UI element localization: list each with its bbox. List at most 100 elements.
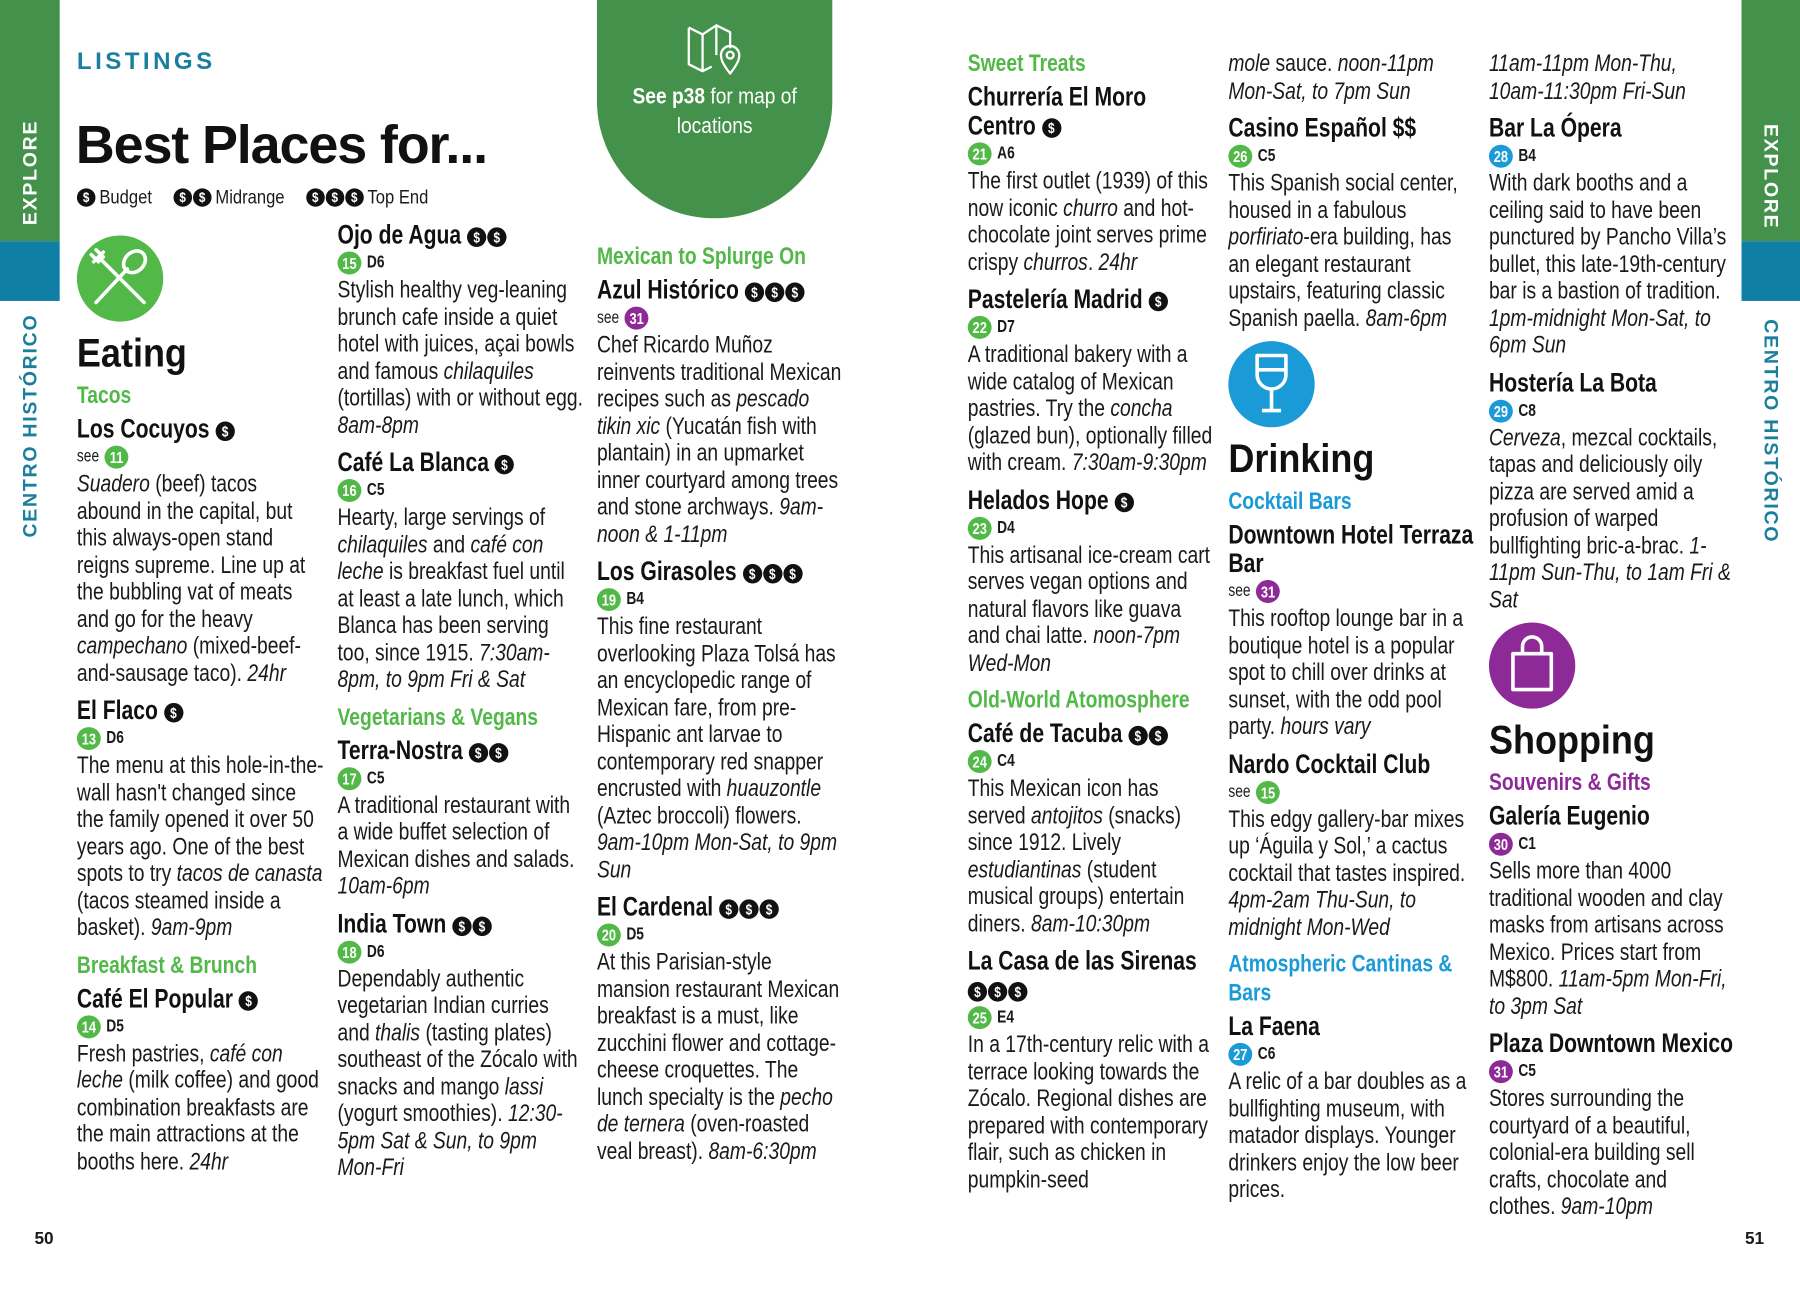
description-text: -era building, has an elegant restaurant… [1228,223,1452,332]
map-pin-number[interactable]: 31 [624,306,649,330]
map-pin-number[interactable]: 25 [967,1006,992,1030]
map-pin-number[interactable]: 16 [337,479,362,502]
map-pin-number[interactable]: 15 [1256,780,1280,804]
description-text: This edgy gallery-bar mixes up ‘Águila y… [1228,805,1466,887]
description-italic: estudiantinas [967,856,1082,883]
column-5: mole sauce. noon-11pm Mon-Sat, to 7pm Su… [1228,51,1475,1213]
listing-map-ref: 27 C6 [1228,1041,1475,1069]
map-pin-number[interactable]: 20 [596,923,621,947]
right-side-tab: EXPLORE CENTRO HISTÓRICO [1741,0,1800,1299]
description-text: Sells more than 4000 traditional wooden … [1488,858,1724,993]
listing-map-ref: see 15 [1228,778,1475,806]
description-italic: 24hr [189,1148,229,1175]
grid-reference: D6 [106,728,124,748]
price-coin-icon: $ [215,421,235,442]
description-italic: Suadero [76,470,150,498]
listing-title: India Town [337,907,447,938]
grid-reference: B4 [626,589,644,609]
map-reference-badge[interactable]: See p38 for map of locations [596,0,833,219]
price-coin-icon: $ [744,282,765,303]
description-text: In a 17th-century relic with a terrace l… [967,1031,1209,1193]
map-pin-number[interactable]: 19 [596,588,621,612]
price-coin-icon: $ [759,899,779,919]
map-pin-number[interactable]: 21 [967,142,992,166]
listing-map-ref: 24 C4 [967,748,1215,776]
grid-reference: D4 [997,517,1015,537]
description-text: and hot-chocolate joint serves prime cri… [967,194,1207,276]
map-pin-number[interactable]: 31 [1488,1060,1513,1084]
listing-entry: Café de Tacuba $ $24 C4 This Mexican icon h… [967,718,1215,937]
description-text: (glazed bun), optionally filled with cre… [967,422,1213,476]
map-pin-number[interactable]: 23 [967,516,992,540]
map-pin-number[interactable]: 27 [1228,1042,1253,1066]
map-pin-number[interactable]: 11 [104,445,129,469]
column-1: Eating Tacos Los Cocuyos $ see 11 Suadero (be… [76,235,324,1184]
listing-name: Bar La Ópera [1488,112,1736,143]
price-coin-icon: $ [487,227,507,247]
listing-entry: Plaza Downtown Mexico 31 C5 Stores surround… [1488,1029,1736,1220]
map-pin-number[interactable]: 17 [337,766,362,790]
shopping-bag-icon [1511,635,1554,692]
price-coin-icon: $ [967,982,988,1002]
description-text: (tasting plates) southeast of the Zócalo… [337,1019,578,1100]
listing-map-ref: 20 D5 [596,921,844,949]
price-coin-icon: $ [1128,725,1148,746]
description-italic: thalis [375,1019,421,1046]
grid-reference: D6 [366,252,385,273]
map-pin-number[interactable]: 31 [1256,580,1280,604]
subsection-heading: Breakfast & Brunch [76,951,257,979]
legend-item: $ $ Midrange [173,186,285,208]
map-pin-number[interactable]: 15 [337,251,362,275]
description-italic: 9am-9pm [150,914,233,941]
description-text: Fresh pastries, [76,1040,210,1067]
listing-description: The menu at this hole-in-the-wall hasn't… [77,752,324,941]
map-pin-number[interactable]: 29 [1488,399,1513,423]
map-pin-number[interactable]: 18 [337,940,362,964]
listing-name: Casino Español $$ [1228,113,1475,143]
description-text: This Mexican icon has served [967,775,1159,829]
listing-entry: El Cardenal $ $ $20 D5 At this Parisian-styl… [596,892,844,1165]
listing-description: Chef Ricardo Muñoz reinvents traditional… [597,332,844,548]
map-pin-number[interactable]: 22 [967,315,992,339]
description-italic: concha [1110,395,1173,422]
listing-title: La Faena [1228,1010,1320,1041]
description-text: is breakfast fuel until at least a late … [337,558,565,666]
price-coin-icon: $ [173,188,192,207]
description-text: (oven-roasted veal breast). [596,1110,810,1165]
listing-title: Café La Blanca [337,446,489,477]
price-coin-icon: $ [1148,725,1168,746]
listing-description: This fine restaurant overlooking Plaza T… [597,613,844,883]
listing-description: Stylish healthy veg-leaning brunch cafe … [338,277,585,439]
price-coin-icon: $ [325,188,345,207]
map-pin-number[interactable]: 14 [76,1014,101,1038]
listing-title: Azul Histórico [596,274,739,305]
wine-glass-icon [1255,353,1288,413]
price-coin-icon: $ [785,282,805,303]
map-pin-number[interactable]: 24 [967,750,992,774]
listing-name: Café de Tacuba $ $ [968,718,1215,748]
map-pin-number[interactable]: 26 [1228,144,1253,168]
description-italic: 7:30am-8pm, to 9pm Fri & Sat [337,639,550,693]
map-pin-number[interactable]: 30 [1488,832,1513,856]
map-pin-number[interactable]: 28 [1488,144,1513,168]
listing-map-ref: see 11 [77,443,324,471]
listing-title: La Casa de las Sirenas [967,945,1197,976]
listing-title: Pastelería Madrid [967,283,1143,314]
grid-reference: A6 [997,143,1015,164]
map-pin-number[interactable]: 13 [76,727,101,751]
listing-map-ref: 29 C8 [1488,397,1736,425]
listing-title: Hostería La Bota [1488,366,1657,397]
description-text: This rooftop lounge bar in a boutique ho… [1228,605,1464,740]
grid-reference: C5 [366,480,385,500]
listing-description: A relic of a bar doubles as a bullfighti… [1228,1068,1475,1203]
listing-title: Nardo Cocktail Club [1228,748,1431,779]
listing-entry: Café El Popular $14 D5 Fresh pastries, caf… [76,983,324,1175]
description-italic: 1pm-midnight Mon-Sat, to 6pm Sun [1488,304,1711,359]
fork-spoon-section-icon [76,235,164,322]
column-6: 11am-11pm Mon-Thu, 10am-11:30pm Fri-Sun B… [1488,51,1736,1230]
description-italic: 9am-noon & 1-11pm [596,493,824,548]
fork-spoon-icon [89,248,148,305]
listing-title: Bar La Ópera [1488,112,1622,143]
description-italic: pecho de ternera [596,1083,833,1138]
